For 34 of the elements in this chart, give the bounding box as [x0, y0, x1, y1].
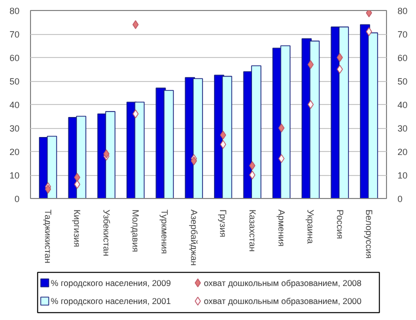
y-tick-label: 60 — [9, 53, 20, 63]
y2-tick-label: 40 — [398, 100, 408, 110]
x-tick-label: Таджикистан — [43, 210, 54, 264]
legend-label: % городского населения, 2009 — [50, 278, 172, 288]
y-tick-label: 80 — [9, 6, 20, 16]
y-tick-label: 20 — [9, 147, 20, 157]
legend-label: охват дошкольным образованием, 2000 — [204, 296, 362, 306]
x-tick-label: Молдавия — [130, 210, 141, 252]
y-tick-label: 70 — [9, 30, 20, 40]
x-tick-label: Азербайджан — [188, 210, 199, 266]
x-tick-label: Туркмения — [160, 210, 170, 254]
y-tick-label: 50 — [9, 76, 20, 86]
y2-tick-label: 10 — [398, 170, 408, 180]
legend-label: % городского населения, 2001 — [50, 296, 172, 306]
y2-tick-label: 20 — [398, 147, 408, 157]
y2-tick-label: 80 — [398, 6, 408, 16]
x-tick-label: Украина — [306, 210, 316, 244]
x-tick-label: Казахстан — [247, 210, 258, 252]
x-tick-label: Грузия — [218, 210, 228, 238]
y-tick-label: 40 — [9, 100, 20, 110]
y-tick-label: 30 — [9, 124, 20, 134]
y2-tick-label: 60 — [398, 53, 408, 63]
x-tick-label: Белоруссия — [364, 210, 374, 259]
x-tick-label: Узбекистан — [101, 210, 112, 256]
y-tick-label: 0 — [14, 194, 20, 204]
y-tick-label: 10 — [9, 170, 20, 180]
legend-label: охват дошкольным образованием, 2008 — [204, 278, 362, 288]
y2-tick-label: 30 — [398, 124, 408, 134]
y2-tick-label: 0 — [398, 194, 403, 204]
y2-tick-label: 70 — [398, 30, 408, 40]
x-tick-label: Россия — [334, 210, 345, 240]
x-tick-label: Киргизия — [72, 210, 82, 248]
x-tick-label: Армения — [276, 210, 286, 247]
y2-tick-label: 50 — [398, 76, 408, 86]
